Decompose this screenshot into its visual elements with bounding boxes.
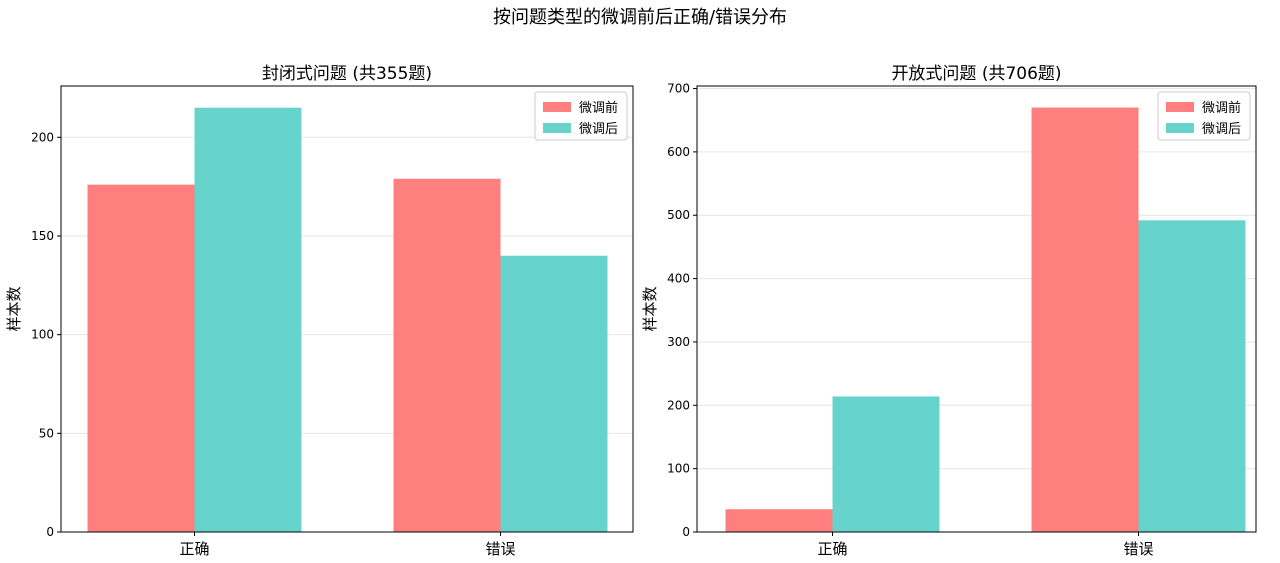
- legend-label: 微调后: [1202, 122, 1241, 137]
- y-tick-label: 0: [682, 525, 690, 539]
- plot-frame: [696, 85, 1257, 533]
- y-tick-label: 50: [39, 426, 54, 440]
- bar-after-1: [1138, 220, 1246, 532]
- legend-label: 微调后: [579, 122, 618, 137]
- closed-questions-chart: 0 50 100 150 200 正确 错误 封闭式问题 (共355题) 样本数 微调前微…: [5, 64, 634, 558]
- x-axis-ticks: 正确 错误: [817, 532, 1154, 558]
- bar-before-1: [393, 178, 501, 533]
- x-axis-ticks: 正确 错误: [179, 532, 516, 558]
- bar-after-0: [194, 107, 302, 533]
- y-tick-label: 400: [667, 272, 690, 286]
- chart-title: 开放式问题 (共706题): [891, 64, 1061, 84]
- x-tick-label: 错误: [1123, 540, 1153, 558]
- y-tick-label: 200: [31, 130, 54, 144]
- figure-title: 按问题类型的微调前后正确/错误分布: [493, 7, 787, 28]
- legend-swatch: [1166, 123, 1194, 133]
- legend-swatch: [543, 123, 571, 133]
- x-tick-label: 正确: [817, 540, 847, 558]
- y-tick-label: 600: [667, 145, 690, 159]
- open-questions-chart: 0 100 200 300 400 500 600 700 正确 错误 开放式问题 (共706题…: [641, 64, 1257, 558]
- y-tick-label: 200: [667, 398, 690, 412]
- y-axis-ticks: 0 50 100 150 200: [31, 130, 61, 539]
- y-tick-label: 700: [667, 82, 690, 96]
- y-tick-label: 500: [667, 208, 690, 222]
- bar-before-0: [725, 509, 833, 532]
- x-tick-label: 错误: [485, 540, 515, 558]
- y-tick-label: 300: [667, 335, 690, 349]
- bar-after-1: [500, 255, 608, 533]
- y-tick-label: 0: [46, 525, 54, 539]
- x-tick-label: 正确: [179, 540, 209, 558]
- y-tick-label: 100: [667, 462, 690, 476]
- legend-label: 微调前: [579, 100, 618, 116]
- bar-before-1: [1031, 107, 1139, 533]
- legend-swatch: [1166, 102, 1194, 112]
- legend-swatch: [543, 102, 571, 112]
- y-axis-ticks: 0 100 200 300 400 500 600 700: [667, 82, 697, 539]
- plot-frame: [60, 85, 634, 533]
- y-axis-label: 样本数: [641, 286, 659, 331]
- bar-after-0: [832, 396, 940, 532]
- legend-label: 微调前: [1202, 100, 1241, 116]
- y-axis-label: 样本数: [5, 286, 23, 331]
- chart-title: 封闭式问题 (共355题): [262, 64, 432, 84]
- y-tick-label: 100: [31, 328, 54, 342]
- y-tick-label: 150: [31, 229, 54, 243]
- bar-before-0: [87, 184, 195, 533]
- bars: [87, 107, 608, 533]
- bars: [725, 107, 1246, 533]
